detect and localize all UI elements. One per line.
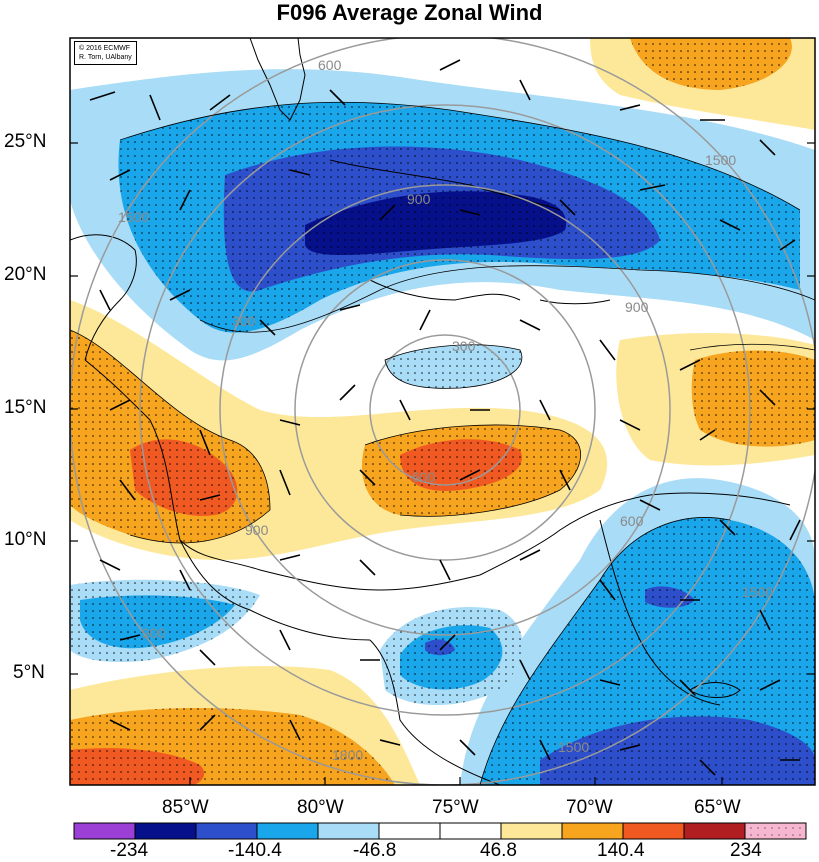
chart-title: F096 Average Zonal Wind <box>276 0 543 25</box>
colorbar-label: -234 <box>110 840 149 861</box>
colorbar-swatch <box>135 823 196 839</box>
credit-line: R. Torn, UAlbany <box>79 54 132 61</box>
contour-label: 1500 <box>705 152 736 168</box>
map-frame <box>69 37 816 786</box>
contour-label: 900 <box>245 522 269 538</box>
lat-label: 10°N <box>4 529 47 550</box>
colorbar-swatch <box>196 823 257 839</box>
colorbar-label: 140.4 <box>597 840 645 861</box>
lat-label: 15°N <box>4 397 47 418</box>
significance-stipple <box>70 38 815 785</box>
contour-label: 1500 <box>558 739 589 755</box>
contour-labels: 900 300 600 900 1500 1500 900 1500 300 6… <box>118 57 773 763</box>
colorbar-swatch <box>257 823 318 839</box>
contour-label: 900 <box>407 191 431 207</box>
colorbar-swatch <box>379 823 440 839</box>
colorbar-swatch <box>318 823 379 839</box>
colorbar-swatch <box>440 823 501 839</box>
colorbar-label: 46.8 <box>480 840 517 861</box>
contour-label: 300 <box>452 338 476 354</box>
wind-contours <box>70 101 815 785</box>
contour-label: 900 <box>625 299 649 315</box>
lat-label: 25°N <box>4 131 47 152</box>
lon-label: 75°W <box>432 797 479 818</box>
colorbar-swatch <box>562 823 623 839</box>
contour-label: 300 <box>232 313 256 329</box>
colorbar-label: -46.8 <box>353 840 397 861</box>
map-area: 900 300 600 900 1500 1500 900 1500 300 6… <box>70 38 815 785</box>
lon-label: 80°W <box>297 797 344 818</box>
contour-label: 900 <box>142 625 166 641</box>
distance-rings <box>70 38 815 785</box>
contour-label: 1500 <box>118 209 149 225</box>
contour-label: 1500 <box>742 584 773 600</box>
colorbar-swatch <box>684 823 745 839</box>
lon-ticks <box>189 777 723 785</box>
contour-label: 1800 <box>332 747 363 763</box>
lat-label: 20°N <box>4 264 47 285</box>
colorbar-swatch <box>74 823 135 839</box>
contour-label: 600 <box>318 57 342 73</box>
lon-label: 65°W <box>694 797 741 818</box>
credit-box: © 2016 ECMWF R. Torn, UAlbany <box>74 41 137 65</box>
lat-label: 5°N <box>13 662 45 683</box>
colorbar-label: 234 <box>730 840 762 861</box>
colorbar-label: -140.4 <box>228 840 282 861</box>
colorbar-swatch <box>501 823 562 839</box>
coastlines <box>70 38 791 785</box>
lon-label: 70°W <box>566 797 613 818</box>
wind-barbs <box>89 59 801 776</box>
colorbar-swatch <box>623 823 684 839</box>
colorbar <box>73 822 807 840</box>
credit-line: © 2016 ECMWF <box>79 45 131 52</box>
lat-ticks <box>70 142 815 675</box>
lon-label: 85°W <box>162 797 209 818</box>
contour-label: 600 <box>620 513 644 529</box>
contour-label: 600 <box>412 469 436 485</box>
